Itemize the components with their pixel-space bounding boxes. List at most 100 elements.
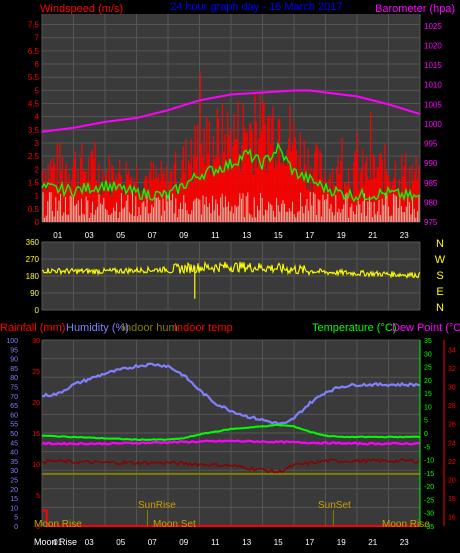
hour-tick-label: 03 xyxy=(85,538,94,547)
hour-tick-label: 15 xyxy=(274,538,283,547)
temperature-tick-label: -20 xyxy=(424,484,434,491)
hour-tick-label: 17 xyxy=(305,538,314,547)
humidity-tick-label: 85 xyxy=(10,366,18,373)
barometer-tick-label: 995 xyxy=(424,140,438,149)
temperature-tick-label: 35 xyxy=(424,338,432,345)
temperature-tick-label: 30 xyxy=(424,351,432,358)
gust-bars xyxy=(42,192,420,222)
windspeed-tick-label: 2.5 xyxy=(28,152,40,161)
indoor-temp-tick-label: 30 xyxy=(448,385,456,392)
hour-tick-label: 07 xyxy=(148,231,157,240)
wind-series xyxy=(41,71,421,222)
barometer-tick-label: 990 xyxy=(424,159,438,168)
barometer-tick-label: 1015 xyxy=(424,61,442,70)
windspeed-tick-label: 4 xyxy=(35,113,40,122)
barometer-tick-label: 975 xyxy=(424,218,438,227)
hour-tick-label: 13 xyxy=(242,538,251,547)
rainfall-tick-label: 30 xyxy=(32,338,40,345)
rainfall-tick-label: 25 xyxy=(32,369,40,376)
hour-tick-label: 11 xyxy=(211,231,220,240)
temperature-tick-label: 25 xyxy=(424,365,432,372)
humidity-tick-label: 10 xyxy=(10,505,18,512)
temperature-tick-label: -10 xyxy=(424,458,434,465)
compass-label: S xyxy=(436,270,443,282)
temperature-tick-label: 0 xyxy=(424,431,428,438)
direction-tick-label: 0 xyxy=(35,306,40,315)
humidity-tick-label: 5 xyxy=(14,515,18,522)
temperature-tick-label: 10 xyxy=(424,404,432,411)
temperature-humidity-panel: 0510152025303540455055606570758085909510… xyxy=(0,322,460,547)
humidity-tick-label: 0 xyxy=(14,524,18,531)
legend-rainfall: Rainfall (mm) xyxy=(0,322,65,334)
indoor-temp-tick-label: 34 xyxy=(448,347,456,354)
humidity-tick-label: 45 xyxy=(10,440,18,447)
indoor-temp-tick-label: 22 xyxy=(448,459,456,466)
rainfall-tick-label: 15 xyxy=(32,431,40,438)
hour-tick-label: 09 xyxy=(179,538,188,547)
temperature-tick-label: 15 xyxy=(424,391,432,398)
indoor-temp-tick-label: 28 xyxy=(448,403,456,410)
humidity-tick-label: 95 xyxy=(10,347,18,354)
humidity-tick-label: 30 xyxy=(10,468,18,475)
indoor-temp-tick-label: 26 xyxy=(448,422,456,429)
windspeed-title: Windspeed (m/s) xyxy=(40,3,123,15)
legend-humidity: Humidity (%) xyxy=(66,322,129,334)
temperature-tick-label: -15 xyxy=(424,471,434,478)
temperature-tick-label: 20 xyxy=(424,378,432,385)
hour-tick-label: 15 xyxy=(274,231,283,240)
barometer-tick-label: 985 xyxy=(424,179,438,188)
temp-grid xyxy=(41,339,421,527)
humidity-tick-label: 40 xyxy=(10,450,18,457)
bottom-moonrise-label: Moon Rise xyxy=(34,537,77,547)
rainfall-tick-label: 0 xyxy=(36,524,40,531)
event-sunset: SunSet xyxy=(318,500,351,511)
temp-axes: 0510152025303540455055606570758085909510… xyxy=(6,338,456,531)
graph-date-title: 24 hour graph day - 16 March 2017 xyxy=(170,1,342,13)
event-moonset: Moon Set xyxy=(153,519,196,530)
barometer-title: Barometer (hpa) xyxy=(375,3,455,15)
rainfall-tick-label: 5 xyxy=(36,493,40,500)
barometer-tick-label: 980 xyxy=(424,198,438,207)
event-moonrise-end: Moon Rise xyxy=(382,519,430,530)
windspeed-tick-label: 0 xyxy=(35,218,40,227)
wind-direction-line xyxy=(41,260,421,279)
barometer-axis: 975 980 985 990 995 1000 1005 1010 1015 1020 1025 xyxy=(424,22,442,227)
temp-series xyxy=(41,362,421,527)
rainfall-tick-label: 20 xyxy=(32,400,40,407)
hour-tick-label: 17 xyxy=(305,231,314,240)
hour-tick-label: 03 xyxy=(85,231,94,240)
rainfall-tick-label: 10 xyxy=(32,462,40,469)
direction-tick-label: 270 xyxy=(26,255,40,264)
hour-tick-label: 23 xyxy=(400,231,409,240)
humidity-tick-label: 20 xyxy=(10,487,18,494)
barometer-tick-label: 1010 xyxy=(424,81,442,90)
direction-tick-label: 180 xyxy=(26,272,40,281)
legend-dewpoint: Dew Point (°C) xyxy=(392,322,460,334)
hour-axis-bottom: 01 03 05 07 09 11 13 15 17 19 21 23 xyxy=(53,538,409,547)
hour-tick-label: 23 xyxy=(400,538,409,547)
hour-axis-top: 01 03 05 07 09 11 13 15 17 19 21 23 xyxy=(53,231,409,240)
indoor-temp-line xyxy=(41,458,421,474)
humidity-tick-label: 90 xyxy=(10,357,18,364)
temperature-tick-label: -25 xyxy=(424,497,434,504)
hour-tick-label: 01 xyxy=(53,538,62,547)
hour-tick-label: 05 xyxy=(116,231,125,240)
barometer-tick-label: 1005 xyxy=(424,100,442,109)
humidity-line xyxy=(42,362,421,426)
hour-tick-label: 07 xyxy=(148,538,157,547)
wind-barometer-panel: 00.511.522.533.544.555.566.577.5 9759809… xyxy=(28,1,455,240)
hour-tick-label: 13 xyxy=(242,231,251,240)
humidity-tick-label: 80 xyxy=(10,375,18,382)
average-wind-line xyxy=(41,141,421,203)
barometer-tick-label: 1020 xyxy=(424,41,442,50)
indoor-temp-tick-label: 24 xyxy=(448,440,456,447)
windspeed-tick-label: 1.5 xyxy=(28,179,40,188)
hour-tick-label: 19 xyxy=(337,538,346,547)
windspeed-axis: 0 0.5 1 1.5 2 2.5 3 3.5 4 4.5 5 5.5 6 6.5 7 7.5 xyxy=(28,21,40,227)
windspeed-tick-label: 2 xyxy=(35,165,40,174)
barometer-tick-label: 1000 xyxy=(424,120,442,129)
humidity-tick-label: 75 xyxy=(10,385,18,392)
